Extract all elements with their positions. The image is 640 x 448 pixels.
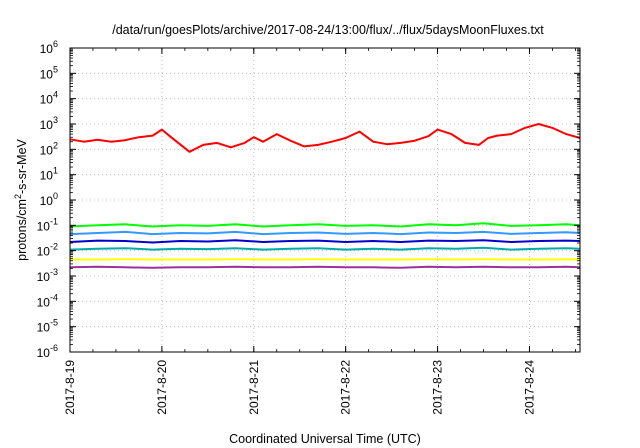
series-line: [69, 239, 581, 244]
y-tick-base: 10: [40, 194, 54, 208]
y-tick-exponent: -6: [50, 343, 58, 353]
y-tick-exponent: -5: [50, 318, 58, 328]
y-tick-label: 10-1: [37, 216, 58, 233]
y-tick-base: 10: [40, 118, 54, 132]
y-tick-exponent: 2: [53, 140, 58, 150]
series-line: [69, 246, 581, 251]
y-tick-base: 10: [37, 270, 51, 284]
y-tick-label: 10-3: [37, 267, 58, 284]
y-tick-base: 10: [40, 42, 54, 56]
y-tick-exponent: -3: [50, 267, 58, 277]
y-tick-label: 101: [40, 166, 58, 183]
y-tick-base: 10: [37, 346, 51, 360]
series-line: [69, 230, 581, 236]
x-tick-label: 2017-8-20: [155, 360, 169, 415]
y-tick-base: 10: [37, 321, 51, 335]
y-tick-base: 10: [37, 295, 51, 309]
y-tick-exponent: 4: [53, 90, 58, 100]
y-axis-title: protons/cm2-s-sr-MeV: [13, 138, 29, 260]
y-axis-title-superscript: 2: [13, 194, 23, 199]
y-axis: 10-610-510-410-310-210-11001011021031041…: [37, 39, 580, 360]
y-tick-base: 10: [40, 143, 54, 157]
y-tick-label: 104: [40, 90, 58, 107]
y-tick-exponent: -1: [50, 216, 58, 226]
y-tick-exponent: 1: [53, 166, 58, 176]
y-tick-label: 105: [40, 64, 58, 81]
y-tick-label: 100: [40, 191, 58, 208]
x-tick-label: 2017-8-24: [522, 360, 536, 415]
y-tick-label: 102: [40, 140, 58, 157]
y-tick-base: 10: [37, 219, 51, 233]
x-tick-label: 2017-8-21: [247, 360, 261, 415]
y-tick-base: 10: [40, 169, 54, 183]
series-line: [69, 222, 581, 228]
x-tick-label: 2017-8-22: [339, 360, 353, 415]
y-tick-label: 10-2: [37, 242, 58, 259]
y-tick-label: 103: [40, 115, 58, 132]
y-tick-base: 10: [40, 93, 54, 107]
x-axis-title: Coordinated Universal Time (UTC): [229, 432, 421, 446]
y-axis-title-part: -s-sr-MeV: [15, 138, 29, 194]
y-tick-label: 106: [40, 39, 58, 56]
y-tick-label: 10-4: [37, 292, 58, 309]
y-tick-base: 10: [40, 67, 54, 81]
x-tick-label: 2017-8-23: [431, 360, 445, 415]
y-tick-base: 10: [37, 245, 51, 259]
y-tick-exponent: 0: [53, 191, 58, 201]
y-tick-exponent: 6: [53, 39, 58, 49]
y-tick-label: 10-5: [37, 318, 58, 335]
y-tick-label: 10-6: [37, 343, 58, 360]
y-axis-title-part: protons/cm: [15, 199, 29, 261]
y-tick-exponent: 3: [53, 115, 58, 125]
series-group: [69, 123, 581, 269]
x-tick-label: 2017-8-19: [63, 360, 77, 415]
y-tick-exponent: -4: [50, 292, 58, 302]
y-tick-exponent: -2: [50, 242, 58, 252]
series-line: [69, 265, 581, 269]
y-tick-exponent: 5: [53, 64, 58, 74]
chart-title: /data/run/goesPlots/archive/2017-08-24/1…: [112, 23, 544, 37]
x-axis: 2017-8-19 2017-8-20 2017-8-21 2017-8-22 2017…: [63, 48, 576, 415]
series-line: [69, 123, 581, 153]
